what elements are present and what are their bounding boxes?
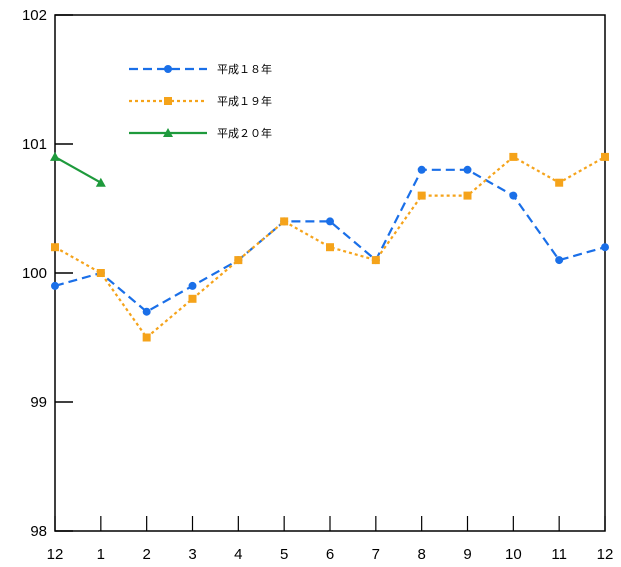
series-1-point <box>463 165 472 174</box>
x-tick-label: 6 <box>326 546 334 563</box>
series-1-point <box>142 307 151 316</box>
series-2-point <box>555 178 564 187</box>
x-axis: 12 1 2 3 4 5 6 7 8 9 10 11 12 <box>47 516 614 563</box>
x-tick-label: 8 <box>417 546 425 563</box>
series-1-point <box>601 243 609 252</box>
series-3 <box>50 151 106 187</box>
y-tick-label: 98 <box>30 523 47 540</box>
series-3-line <box>54 155 102 184</box>
series-1-point <box>51 281 59 290</box>
series-2-point <box>96 269 105 277</box>
x-tick-label: 2 <box>142 546 150 563</box>
x-tick-label: 12 <box>597 546 614 563</box>
x-tick-label: 1 <box>97 546 105 563</box>
x-tick-label: 10 <box>505 546 522 563</box>
series-2-point <box>188 294 197 303</box>
series-layer <box>50 151 609 342</box>
series-2-point <box>280 217 289 226</box>
series-2-point <box>326 243 334 252</box>
x-tick-label: 5 <box>280 546 288 563</box>
series-1-line <box>54 168 606 314</box>
series-3-point <box>50 151 60 161</box>
series-2-point <box>234 256 243 265</box>
series-1-point <box>509 191 518 200</box>
series-2-point <box>463 191 472 200</box>
series-2-point <box>509 152 518 161</box>
x-tick-label: 4 <box>234 546 242 563</box>
series-2-point <box>417 191 426 200</box>
legend-label: 平成２０年 <box>217 126 272 140</box>
series-2-point <box>371 256 380 265</box>
x-tick-label: 7 <box>372 546 380 563</box>
y-tick-label: 102 <box>22 7 47 24</box>
x-tick-label: 11 <box>551 546 567 563</box>
series-1-point <box>326 217 334 226</box>
series-1 <box>51 165 609 316</box>
legend-swatch-marker <box>164 97 172 105</box>
legend-label: 平成１９年 <box>217 94 272 108</box>
y-tick-label: 100 <box>22 265 47 282</box>
legend-swatch-marker <box>163 128 173 137</box>
series-2 <box>51 152 609 342</box>
y-tick-label: 101 <box>22 136 47 153</box>
series-2-point <box>142 333 151 342</box>
y-tick-label: 99 <box>30 394 47 411</box>
series-1-point <box>188 281 197 290</box>
series-2-point <box>51 243 59 252</box>
series-1-point <box>417 165 426 174</box>
legend-swatch-marker <box>164 65 172 73</box>
legend-label: 平成１８年 <box>217 62 272 76</box>
series-3-point <box>95 177 106 187</box>
plot-frame <box>54 14 606 532</box>
x-tick-label: 3 <box>188 546 196 563</box>
y-axis: 98 99 100 101 102 <box>22 7 73 540</box>
series-2-point <box>601 152 609 161</box>
series-1-point <box>555 256 564 265</box>
x-tick-label: 9 <box>463 546 471 563</box>
x-tick-label: 12 <box>47 546 64 563</box>
